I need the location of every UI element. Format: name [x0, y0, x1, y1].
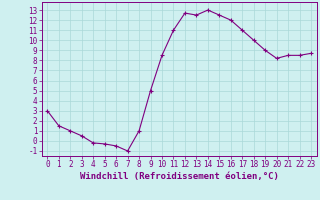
X-axis label: Windchill (Refroidissement éolien,°C): Windchill (Refroidissement éolien,°C)	[80, 172, 279, 181]
